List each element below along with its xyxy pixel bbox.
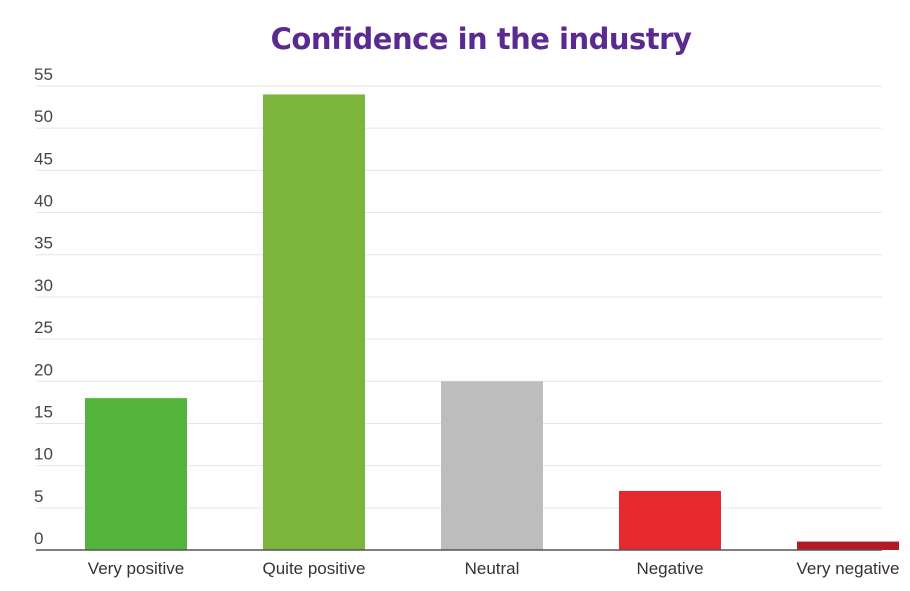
y-tick-label-0: 0 — [34, 529, 43, 548]
bar-very-negative — [797, 541, 899, 550]
bars — [85, 94, 899, 550]
chart-title: Confidence in the industry — [270, 22, 692, 56]
x-tick-label-neutral: Neutral — [465, 559, 520, 578]
bar-neutral — [441, 381, 543, 550]
y-tick-label-55: 55 — [34, 65, 53, 84]
y-tick-label-25: 25 — [34, 318, 53, 337]
y-axis-tick-labels: 0 5 10 15 20 25 30 35 40 45 50 55 — [34, 65, 53, 548]
x-tick-label-negative: Negative — [636, 559, 703, 578]
y-tick-label-45: 45 — [34, 149, 53, 168]
y-tick-label-30: 30 — [34, 276, 53, 295]
y-tick-label-15: 15 — [34, 402, 53, 421]
x-axis-category-labels: Very positive Quite positive Neutral Negati… — [88, 559, 900, 578]
y-tick-label-20: 20 — [34, 360, 53, 379]
bar-quite-positive — [263, 94, 365, 550]
x-tick-label-quite-positive: Quite positive — [263, 559, 366, 578]
x-tick-label-very-negative: Very negative — [796, 559, 899, 578]
x-tick-label-very-positive: Very positive — [88, 559, 184, 578]
y-tick-label-40: 40 — [34, 192, 53, 211]
y-tick-label-50: 50 — [34, 107, 53, 126]
y-tick-label-35: 35 — [34, 234, 53, 253]
y-tick-label-10: 10 — [34, 445, 53, 464]
bar-negative — [619, 490, 721, 550]
bar-very-positive — [85, 398, 187, 550]
y-tick-label-5: 5 — [34, 487, 43, 506]
